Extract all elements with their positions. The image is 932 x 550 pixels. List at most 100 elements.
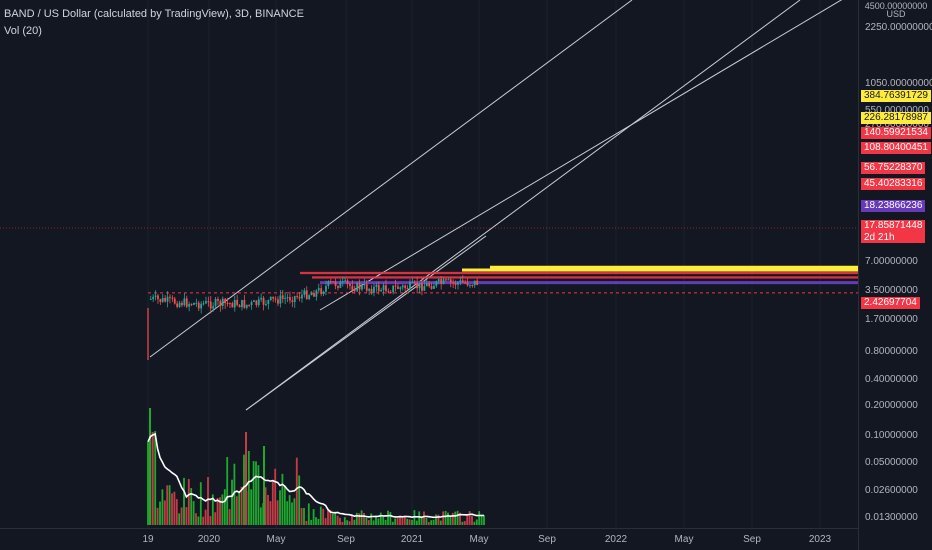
volume-bar [454, 511, 457, 525]
candle-body [423, 286, 426, 291]
volume-bar [175, 499, 178, 525]
volume-bar [149, 408, 151, 525]
volume-bar [449, 516, 452, 525]
volume-bar [475, 519, 478, 525]
price-scale[interactable]: 4500.00000000 USD 2250.00000000 1050.0000… [858, 0, 932, 550]
candle-body [365, 284, 368, 291]
candle-body [433, 285, 435, 289]
volume-bar [171, 493, 173, 525]
volume-bar [358, 513, 361, 525]
volume-bar [190, 488, 193, 525]
volume-ma-line [147, 432, 485, 519]
volume-bar [219, 497, 221, 525]
volume-bar [166, 485, 169, 525]
volume-bar [483, 515, 485, 525]
candle-body [392, 285, 395, 293]
volume-bar [343, 517, 346, 525]
volume-bar [391, 521, 394, 525]
volume-bar [195, 513, 197, 525]
channel-line-upper [149, 0, 633, 358]
volume-bar [451, 512, 454, 525]
volume-bar [367, 520, 370, 525]
candle-body [161, 297, 164, 302]
candle-body [421, 282, 423, 291]
candle-body [334, 281, 337, 286]
volume-bar [423, 511, 425, 525]
volume-bar [293, 498, 296, 525]
volume-bar [319, 506, 322, 525]
bar-countdown: 2d 21h [864, 232, 895, 243]
candle-body [320, 288, 323, 294]
price-tick-label: 0.01300000 [865, 512, 918, 523]
candle-body [272, 296, 275, 299]
candle-body [171, 297, 174, 299]
volume-indicator-label[interactable]: Vol (20) [4, 25, 42, 37]
volume-bar [238, 492, 241, 525]
volume-bar [305, 520, 308, 525]
volume-bar [411, 519, 413, 525]
volume-bar [478, 511, 481, 525]
volume-bar [211, 494, 214, 525]
volume-bar [403, 515, 406, 525]
candle-body [166, 296, 169, 302]
volume-bar [473, 521, 476, 525]
candle-body [397, 286, 399, 289]
volume-bar [336, 515, 339, 525]
volume-bar [468, 511, 471, 525]
candle-body [442, 279, 445, 284]
candle-body [461, 280, 464, 283]
volume-bar [187, 479, 190, 525]
volume-bar [263, 446, 265, 525]
candle-body [178, 302, 181, 307]
time-axis-label: 2023 [808, 534, 832, 545]
volume-bar [377, 518, 380, 525]
candle-body [293, 296, 296, 303]
candle-body [332, 281, 335, 283]
candle-body [200, 303, 203, 309]
price-level-tag: 18.23866236 [861, 200, 926, 212]
candle-body [164, 297, 167, 302]
candle-body [464, 282, 467, 284]
price-tick-label: 1.70000000 [865, 314, 918, 325]
volume-bar [298, 475, 301, 525]
volume-bar [459, 512, 461, 525]
volume-bar [283, 485, 286, 525]
candle-body [289, 297, 291, 301]
candle-body [459, 280, 462, 283]
candle-body [457, 282, 459, 285]
volume-bar [151, 432, 154, 525]
candle-body [358, 282, 361, 290]
volume-bar [384, 519, 387, 525]
volume-bar [372, 520, 375, 525]
channel-line-lower [245, 235, 487, 411]
candle-body [339, 281, 342, 288]
time-axis[interactable]: 19 2020 May Sep 2021 May Sep 2022 May Sep 2023 [0, 528, 858, 550]
volume-bar [163, 500, 166, 525]
volume-bar [307, 503, 310, 525]
candle-body [401, 285, 404, 288]
chart-legend: BAND / US Dollar (calculated by TradingV… [4, 7, 304, 38]
chart-canvas[interactable] [0, 0, 858, 528]
candle-body [370, 288, 373, 293]
candle-body [425, 283, 428, 287]
candle-body [301, 294, 303, 299]
volume-bar [430, 520, 433, 525]
volume-bar [214, 512, 217, 525]
volume-bar [209, 516, 212, 525]
volume-bar [271, 480, 274, 525]
candle-body [428, 283, 431, 287]
volume-bar [231, 479, 233, 525]
candle-body [315, 290, 318, 297]
time-axis-label: 2022 [604, 534, 628, 545]
volume-bar [439, 520, 442, 525]
volume-bar [276, 500, 279, 525]
symbol-title[interactable]: BAND / US Dollar (calculated by TradingV… [4, 8, 304, 20]
volume-bar [233, 463, 236, 525]
candle-body [471, 284, 474, 286]
candle-body [416, 282, 419, 289]
volume-bar [240, 486, 243, 525]
candle-body [255, 300, 258, 305]
time-axis-label: Sep [743, 534, 761, 545]
time-axis-label: 2020 [197, 534, 221, 545]
volume-bar [245, 432, 247, 525]
